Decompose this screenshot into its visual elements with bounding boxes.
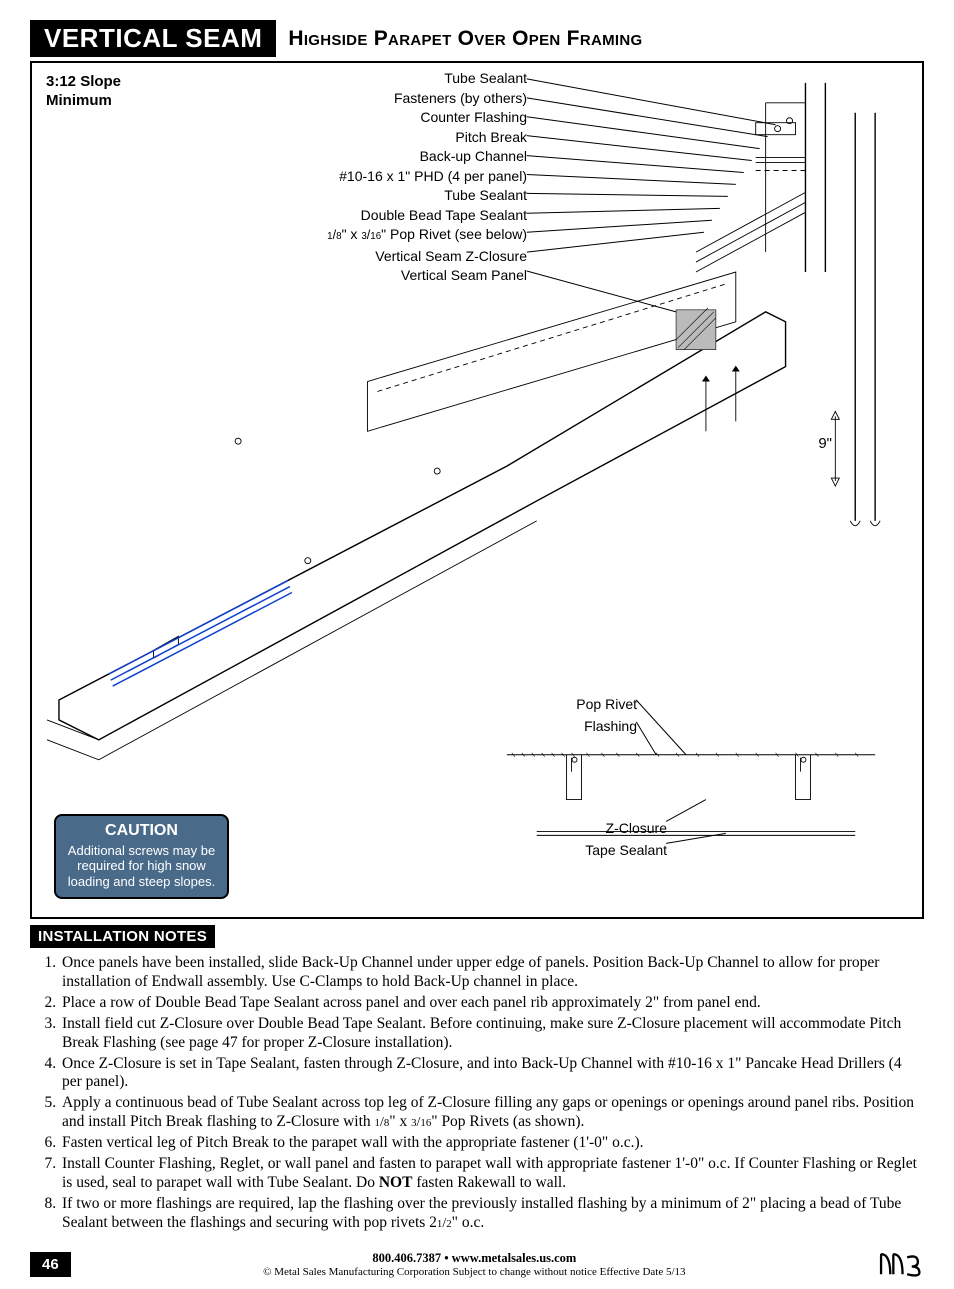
- footer: 46 800.406.7387 • www.metalsales.us.com …: [30, 1251, 924, 1279]
- footer-line1: 800.406.7387 • www.metalsales.us.com: [71, 1251, 878, 1265]
- page-number: 46: [30, 1252, 71, 1277]
- footer-text: 800.406.7387 • www.metalsales.us.com © M…: [71, 1251, 878, 1278]
- title-main: VERTICAL SEAM: [30, 20, 276, 57]
- note-2: Place a row of Double Bead Tape Sealant …: [60, 994, 924, 1013]
- note-4: Once Z-Closure is set in Tape Sealant, f…: [60, 1055, 924, 1093]
- note-6: Fasten vertical leg of Pitch Break to th…: [60, 1134, 924, 1153]
- diagram-frame: 3:12 Slope Minimum Tube Sealant Fastener…: [30, 61, 924, 919]
- footer-line2: © Metal Sales Manufacturing Corporation …: [71, 1266, 878, 1279]
- note-3: Install field cut Z-Closure over Double …: [60, 1015, 924, 1053]
- note-8: If two or more flashings are required, l…: [60, 1195, 924, 1233]
- title-sub: Highside Parapet Over Open Framing: [288, 27, 642, 51]
- logo-icon: [878, 1251, 924, 1279]
- note-5: Apply a continuous bead of Tube Sealant …: [60, 1094, 924, 1132]
- note-1: Once panels have been installed, slide B…: [60, 954, 924, 992]
- installation-notes: Once panels have been installed, slide B…: [30, 948, 924, 1233]
- diagram-svg: [32, 63, 922, 917]
- notes-header: INSTALLATION NOTES: [30, 925, 215, 948]
- note-7: Install Counter Flashing, Reglet, or wal…: [60, 1155, 924, 1193]
